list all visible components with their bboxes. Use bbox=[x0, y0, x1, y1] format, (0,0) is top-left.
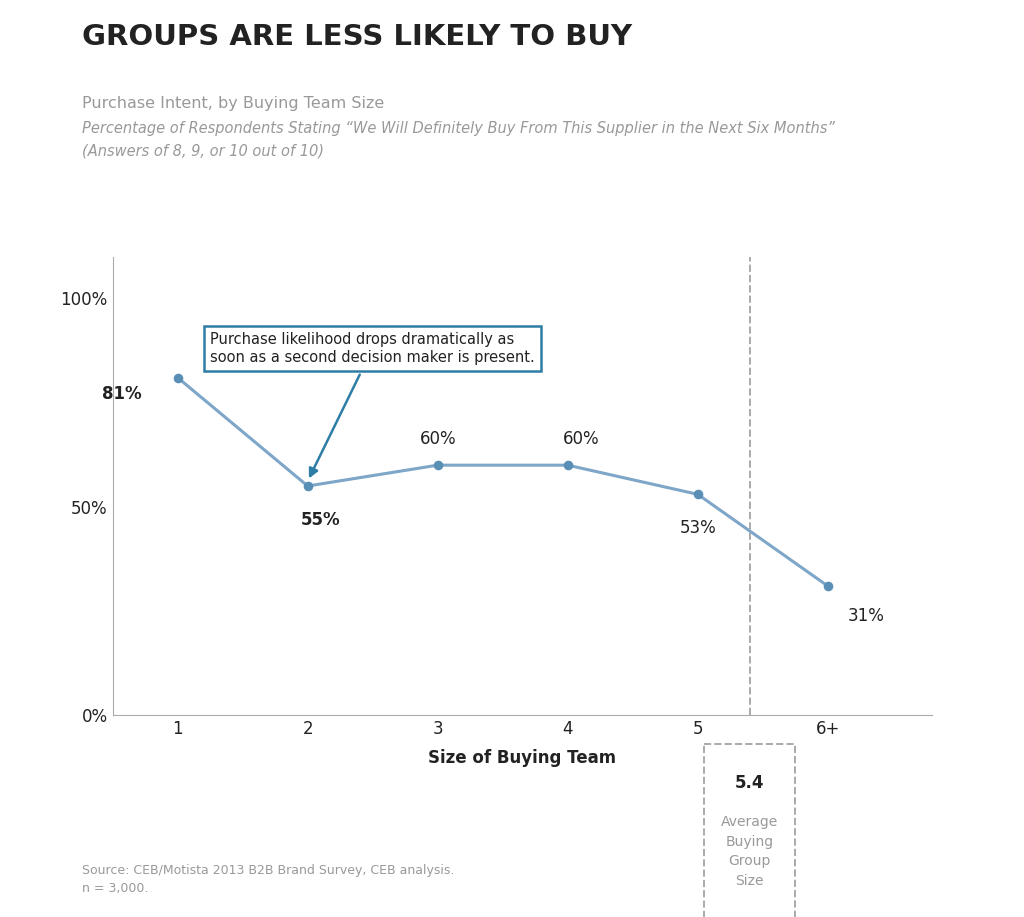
Text: 81%: 81% bbox=[101, 385, 141, 403]
Text: n = 3,000.: n = 3,000. bbox=[82, 882, 148, 895]
Point bbox=[559, 458, 575, 472]
Text: GROUPS ARE LESS LIKELY TO BUY: GROUPS ARE LESS LIKELY TO BUY bbox=[82, 23, 632, 51]
Point bbox=[429, 458, 445, 472]
Text: 60%: 60% bbox=[562, 430, 599, 448]
Point bbox=[299, 479, 315, 493]
Text: 5.4: 5.4 bbox=[735, 774, 765, 791]
Text: 60%: 60% bbox=[420, 430, 456, 448]
Text: Percentage of Respondents Stating “We Will Definitely Buy From This Supplier in : Percentage of Respondents Stating “We Wi… bbox=[82, 121, 835, 136]
Text: 53%: 53% bbox=[679, 519, 716, 537]
Point bbox=[819, 579, 836, 593]
X-axis label: Size of Buying Team: Size of Buying Team bbox=[428, 749, 616, 768]
Text: (Answers of 8, 9, or 10 out of 10): (Answers of 8, 9, or 10 out of 10) bbox=[82, 144, 324, 159]
Point bbox=[169, 370, 185, 385]
Text: Source: CEB/Motista 2013 B2B Brand Survey, CEB analysis.: Source: CEB/Motista 2013 B2B Brand Surve… bbox=[82, 864, 455, 877]
Text: 55%: 55% bbox=[301, 511, 341, 529]
Text: Purchase likelihood drops dramatically as
soon as a second decision maker is pre: Purchase likelihood drops dramatically a… bbox=[210, 332, 535, 476]
Point bbox=[689, 487, 706, 502]
Text: Purchase Intent, by Buying Team Size: Purchase Intent, by Buying Team Size bbox=[82, 96, 384, 111]
Text: 31%: 31% bbox=[847, 607, 884, 624]
Text: Average
Buying
Group
Size: Average Buying Group Size bbox=[721, 815, 778, 888]
